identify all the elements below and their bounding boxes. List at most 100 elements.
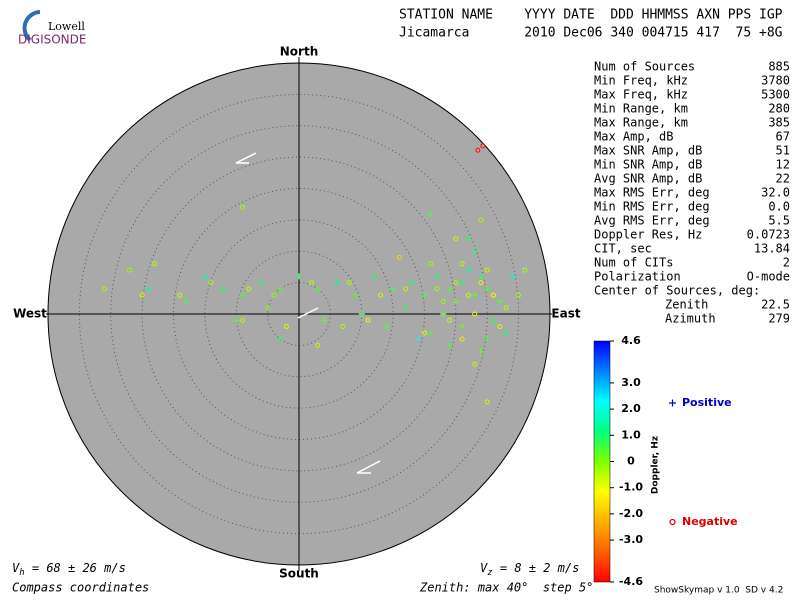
colorbar-tick-label: 3.0 — [621, 376, 641, 389]
stat-value: 22 — [776, 172, 790, 186]
source-circle — [177, 292, 183, 298]
source-circle — [516, 292, 522, 298]
legend-plus — [669, 399, 676, 407]
colorbar-tick-label: -1.0 — [619, 481, 643, 494]
stat-label: Max Range, km — [594, 116, 688, 130]
source-circle — [503, 305, 509, 311]
stat-value: 279 — [768, 312, 790, 326]
source-circle — [127, 267, 133, 273]
vz-text: = 8 ± 2 m/s — [493, 561, 580, 575]
stat-label: Min Freq, kHz — [594, 74, 688, 88]
legend-label: Negative — [682, 515, 738, 528]
source-plus — [459, 323, 466, 330]
source-circle — [497, 324, 503, 330]
stat-value: 0.0 — [768, 200, 790, 214]
stat-value: 3780 — [761, 74, 790, 88]
version: ShowSkymap v 1.0 SD v 4.2 — [654, 586, 783, 596]
source-circle — [152, 261, 158, 267]
source-plus — [490, 317, 497, 324]
source-plus — [371, 273, 378, 280]
source-circle — [271, 292, 277, 298]
source-plus — [484, 336, 491, 343]
stat-value: 280 — [768, 102, 790, 116]
stat-value: 67 — [776, 130, 790, 144]
source-circle — [346, 280, 352, 286]
stat-label: Max SNR Amp, dB — [594, 144, 702, 158]
source-circle — [453, 280, 459, 286]
source-circle — [101, 286, 107, 292]
source-plus — [477, 348, 484, 355]
colorbar-tick-label: -4.6 — [619, 575, 643, 588]
coords-note: Compass coordinates — [12, 581, 149, 595]
colorbar-tick-label: 2.0 — [621, 402, 641, 415]
source-circle — [422, 330, 427, 336]
compass-east: East — [551, 307, 580, 321]
logo: Lowell DIGISONDE — [18, 10, 86, 47]
source-plus — [465, 267, 472, 274]
legend-label: Positive — [682, 396, 732, 409]
colorbar-tick-label: 4.6 — [621, 334, 641, 347]
stat-label: Max RMS Err, deg — [594, 186, 710, 200]
logo-bottom: DIGISONDE — [18, 33, 86, 47]
stat-label: Min Range, km — [594, 102, 688, 116]
colorbar-label: Doppler, Hz — [651, 436, 661, 494]
colorbar-tick-label: 0 — [627, 455, 635, 468]
stat-label: Azimuth — [665, 312, 716, 326]
source-circle — [365, 317, 371, 323]
vz-symbol: V — [480, 561, 488, 575]
header-line: STATION NAME YYYY DATE DDD HHMMSS AXN PP… — [399, 8, 783, 23]
source-circle — [522, 267, 528, 273]
source-circle — [453, 236, 459, 242]
source-plus — [220, 285, 227, 292]
source-circle — [283, 324, 289, 330]
source-circle — [378, 292, 384, 298]
vh-text: = 68 ± 26 m/s — [25, 561, 126, 575]
source-plus — [465, 235, 472, 242]
source-plus — [446, 342, 453, 349]
source-plus — [421, 292, 428, 299]
source-circle — [491, 292, 497, 298]
source-circle — [440, 298, 446, 304]
source-circle — [434, 286, 440, 292]
stat-value: 385 — [768, 116, 790, 130]
vh: Vh = 68 ± 26 m/s — [12, 561, 126, 578]
stat-label: Min RMS Err, deg — [594, 200, 710, 214]
source-plus — [415, 336, 422, 343]
source-circle — [480, 143, 486, 149]
chevron — [297, 307, 319, 319]
legend-circle — [669, 518, 676, 526]
source-plus — [408, 279, 415, 286]
source-plus — [459, 279, 466, 286]
source-plus — [471, 292, 478, 299]
source-plus — [427, 210, 434, 217]
colorbar — [593, 340, 611, 583]
source-plus — [503, 329, 510, 336]
source-plus — [264, 304, 271, 311]
compass-west: West — [13, 307, 47, 321]
chevron — [235, 152, 257, 164]
source-plus — [233, 317, 240, 324]
stat-value: 12 — [776, 158, 790, 172]
source-plus — [477, 273, 484, 280]
source-plus — [352, 292, 359, 299]
source-plus — [402, 304, 409, 311]
source-circle — [340, 324, 346, 330]
colorbar-tick-label: -3.0 — [619, 533, 643, 546]
stat-label: CIT, sec — [594, 242, 652, 256]
stat-label: Max Amp, dB — [594, 130, 673, 144]
stat-label: Avg RMS Err, deg — [594, 214, 710, 228]
source-circle — [478, 217, 484, 223]
source-circle — [472, 361, 478, 367]
vh-sub: h — [19, 568, 24, 578]
stat-value: 0.0723 — [747, 228, 790, 242]
stat-value: 32.0 — [761, 186, 790, 200]
stat-label: Min SNR Amp, dB — [594, 158, 702, 172]
source-plus — [145, 285, 152, 292]
stat-value: 22.5 — [761, 298, 790, 312]
source-circle — [447, 317, 453, 323]
compass-south: South — [279, 567, 319, 581]
stat-label: Zenith — [665, 298, 708, 312]
source-plus — [440, 311, 447, 317]
stat-value: 51 — [776, 144, 790, 158]
